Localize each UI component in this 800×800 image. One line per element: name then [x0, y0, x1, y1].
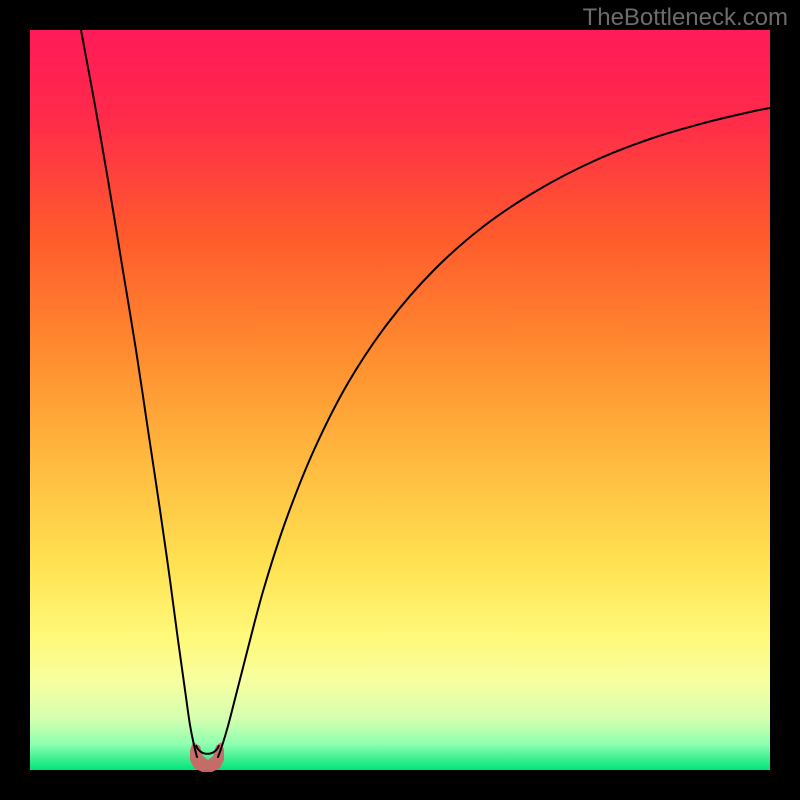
curve-right-branch	[218, 108, 770, 757]
bottleneck-curve	[0, 0, 800, 800]
curve-left-branch	[81, 30, 197, 757]
chart-root: TheBottleneck.com	[0, 0, 800, 800]
